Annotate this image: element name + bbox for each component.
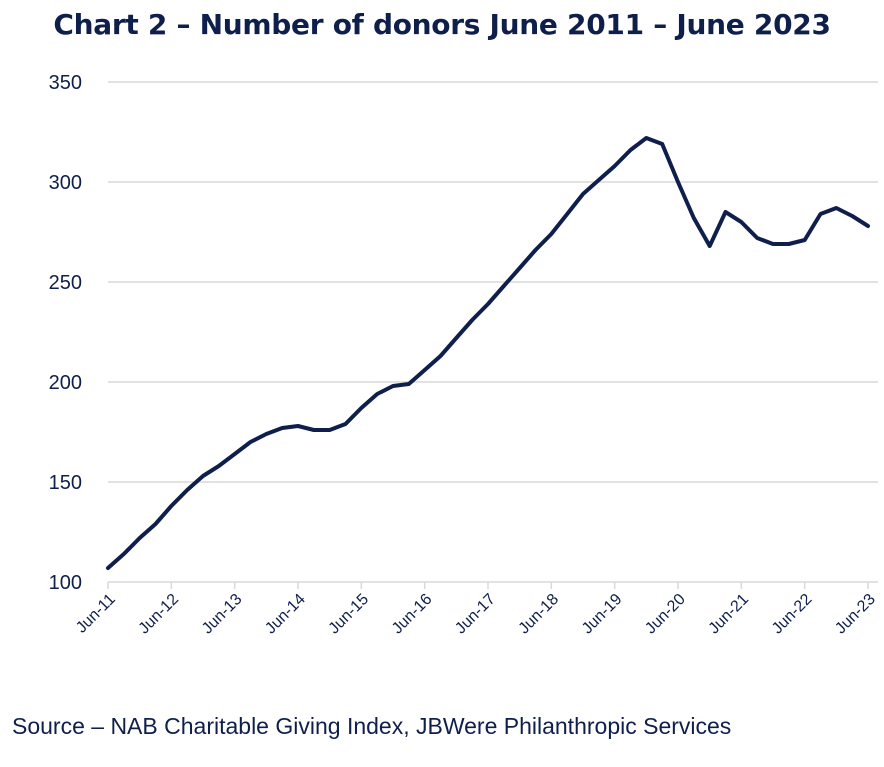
x-axis: Jun-11 Jun-12 Jun-13 Jun-14 Jun-15 Jun-16 Jun-… (73, 581, 879, 638)
x-tick-label: Jun-17 (452, 591, 499, 638)
source-note: Source – NAB Charitable Giving Index, JB… (12, 713, 732, 739)
y-tick-label: 150 (49, 472, 82, 494)
y-tick-label: 250 (49, 272, 82, 294)
x-tick-label: Jun-20 (642, 591, 689, 638)
x-tick-label: Jun-14 (262, 591, 309, 638)
x-tick-label: Jun-22 (769, 591, 816, 638)
y-tick-label: 100 (49, 572, 82, 594)
y-tick-label: 200 (49, 372, 82, 394)
y-tick-label: 350 (49, 72, 82, 94)
x-tick-label: Jun-21 (706, 591, 753, 638)
x-tick-label: Jun-16 (389, 591, 436, 638)
series-line-donors (106, 136, 870, 570)
x-tick-label: Jun-13 (199, 591, 246, 638)
x-tick-label: Jun-11 (73, 591, 119, 637)
series-lines (106, 136, 870, 570)
y-axis-ticks: 100 150 200 250 300 350 (49, 72, 82, 594)
x-tick-label: Jun-18 (516, 591, 563, 638)
y-tick-label: 300 (49, 172, 82, 194)
gridlines (108, 81, 878, 483)
x-tick-label: Jun-19 (579, 591, 626, 638)
x-tick-label: Jun-23 (832, 591, 879, 638)
x-tick-label: Jun-15 (326, 591, 373, 638)
chart-title: Chart 2 – Number of donors June 2011 – J… (53, 8, 831, 41)
x-tick-label: Jun-12 (136, 591, 183, 638)
